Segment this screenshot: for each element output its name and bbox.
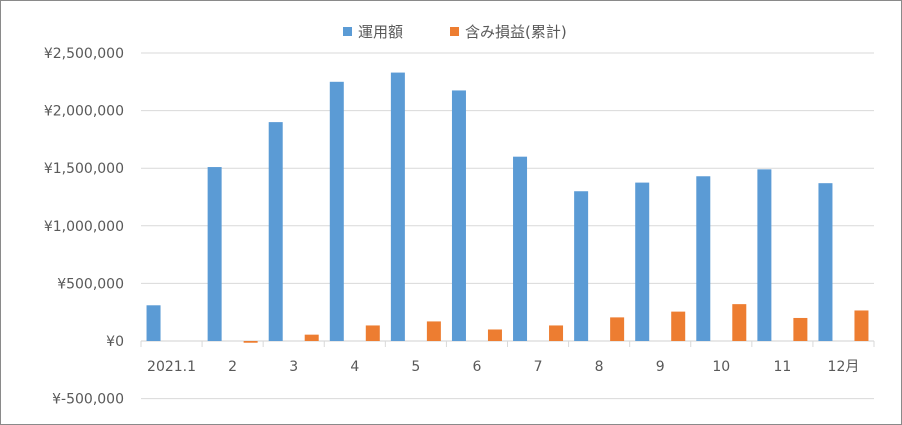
bar-series-2	[732, 304, 747, 341]
x-tick-label: 2	[228, 359, 237, 375]
legend-label: 含み損益(累計)	[465, 23, 567, 41]
bar-series-1	[451, 90, 466, 341]
bar-series-1	[146, 305, 161, 341]
x-tick-label: 10	[712, 359, 730, 375]
x-tick-label: 6	[472, 359, 481, 375]
x-tick-label: 5	[411, 359, 420, 375]
x-tick-label: 3	[289, 359, 298, 375]
x-axis-tick-labels: 2021.1 2 3 4 5 6 7 8 9 10 11 12月	[147, 359, 859, 375]
x-tick-label: 8	[595, 359, 604, 375]
x-tick-label: 7	[534, 359, 543, 375]
bar-series-1	[390, 72, 405, 341]
bars	[146, 72, 869, 343]
x-tick-label: 2021.1	[147, 359, 196, 375]
y-axis-tick-labels: ¥2,500,000 ¥2,000,000 ¥1,500,000 ¥1,000,000…	[44, 46, 124, 408]
legend-swatch	[450, 27, 459, 36]
x-tick-label: 11	[773, 359, 791, 375]
bar-series-1	[696, 176, 711, 341]
bar-series-1	[513, 156, 528, 341]
bar-series-2	[671, 311, 686, 341]
y-tick-label: ¥2,000,000	[44, 104, 124, 120]
bar-series-2	[487, 329, 502, 341]
gridlines	[140, 52, 875, 400]
bar-series-1	[574, 191, 589, 341]
legend-label: 運用額	[358, 23, 403, 41]
bar-series-2	[793, 317, 808, 341]
bar-series-2	[243, 341, 258, 343]
bar-series-1	[268, 122, 283, 342]
y-tick-label: ¥-500,000	[52, 392, 124, 408]
x-tick-label: 12月	[828, 359, 860, 375]
legend-swatch	[343, 27, 352, 36]
bar-series-1	[207, 167, 222, 341]
bar-series-1	[757, 169, 772, 341]
bar-series-2	[549, 325, 564, 341]
x-tick-label: 9	[656, 359, 665, 375]
y-tick-label: ¥0	[106, 334, 124, 350]
bar-series-1	[329, 81, 344, 342]
bar-series-1	[635, 182, 650, 341]
y-tick-label: ¥2,500,000	[44, 46, 124, 62]
bar-series-2	[304, 334, 319, 341]
x-tick-label: 4	[350, 359, 359, 375]
y-tick-label: ¥1,000,000	[44, 219, 124, 235]
y-tick-label: ¥1,500,000	[44, 161, 124, 177]
bar-series-2	[426, 321, 441, 341]
bar-series-2	[854, 310, 869, 341]
legend: 運用額 含み損益(累計)	[343, 23, 567, 41]
bar-series-1	[818, 183, 833, 341]
y-tick-label: ¥500,000	[57, 276, 124, 292]
bar-series-2	[610, 317, 625, 341]
bar-series-2	[365, 325, 380, 341]
